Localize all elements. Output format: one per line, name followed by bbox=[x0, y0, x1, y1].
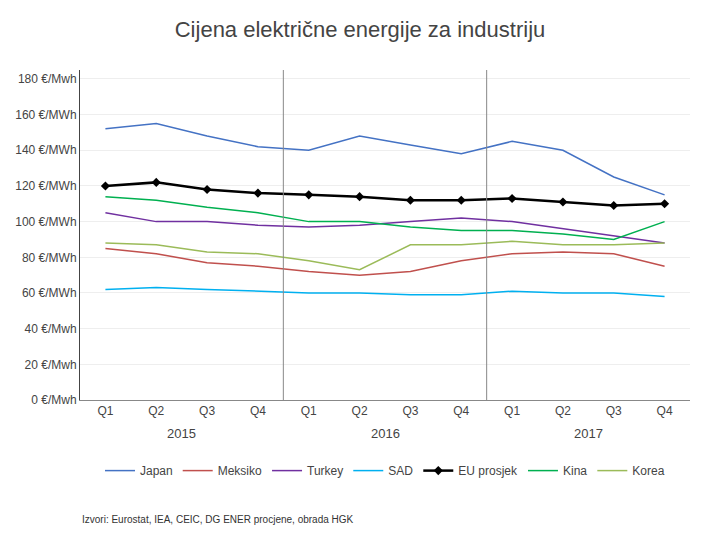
svg-text:80 €/MWh: 80 €/MWh bbox=[22, 250, 77, 264]
svg-text:180 €/Mwh: 180 €/Mwh bbox=[18, 72, 77, 86]
svg-text:Q1: Q1 bbox=[97, 404, 113, 418]
svg-text:Japan: Japan bbox=[140, 464, 173, 478]
svg-text:60 €/MWh: 60 €/MWh bbox=[22, 286, 77, 300]
svg-text:2016: 2016 bbox=[371, 426, 400, 441]
svg-text:2017: 2017 bbox=[574, 426, 603, 441]
svg-text:Kina: Kina bbox=[563, 464, 587, 478]
svg-text:Turkey: Turkey bbox=[307, 464, 343, 478]
svg-text:Q4: Q4 bbox=[657, 404, 673, 418]
svg-text:Korea: Korea bbox=[632, 464, 664, 478]
svg-text:Izvori: Eurostat, IEA, CEIC, D: Izvori: Eurostat, IEA, CEIC, DG ENER pro… bbox=[82, 514, 354, 525]
svg-text:Q2: Q2 bbox=[555, 404, 571, 418]
svg-text:Q1: Q1 bbox=[301, 404, 317, 418]
svg-text:40 €/Mwh: 40 €/Mwh bbox=[25, 322, 77, 336]
svg-text:100 €/MWh: 100 €/MWh bbox=[15, 215, 76, 229]
svg-text:SAD: SAD bbox=[388, 464, 413, 478]
svg-text:Q3: Q3 bbox=[199, 404, 215, 418]
svg-text:Meksiko: Meksiko bbox=[218, 464, 262, 478]
svg-text:Q2: Q2 bbox=[352, 404, 368, 418]
svg-text:140 €/MWh: 140 €/MWh bbox=[15, 143, 76, 157]
svg-text:Q3: Q3 bbox=[402, 404, 418, 418]
svg-text:2015: 2015 bbox=[167, 426, 196, 441]
svg-text:Q1: Q1 bbox=[504, 404, 520, 418]
svg-text:Q3: Q3 bbox=[606, 404, 622, 418]
svg-text:Q4: Q4 bbox=[250, 404, 266, 418]
svg-text:EU prosjek: EU prosjek bbox=[458, 464, 518, 478]
svg-text:120 €/MWh: 120 €/MWh bbox=[15, 179, 76, 193]
svg-text:Cijena električne energije za: Cijena električne energije za industriju bbox=[175, 17, 546, 42]
svg-text:20 €/Mwh: 20 €/Mwh bbox=[25, 358, 77, 372]
svg-text:Q2: Q2 bbox=[148, 404, 164, 418]
svg-text:0 €/Mwh: 0 €/Mwh bbox=[31, 393, 76, 407]
svg-text:160 €/MWh: 160 €/MWh bbox=[15, 108, 76, 122]
svg-text:Q4: Q4 bbox=[453, 404, 469, 418]
